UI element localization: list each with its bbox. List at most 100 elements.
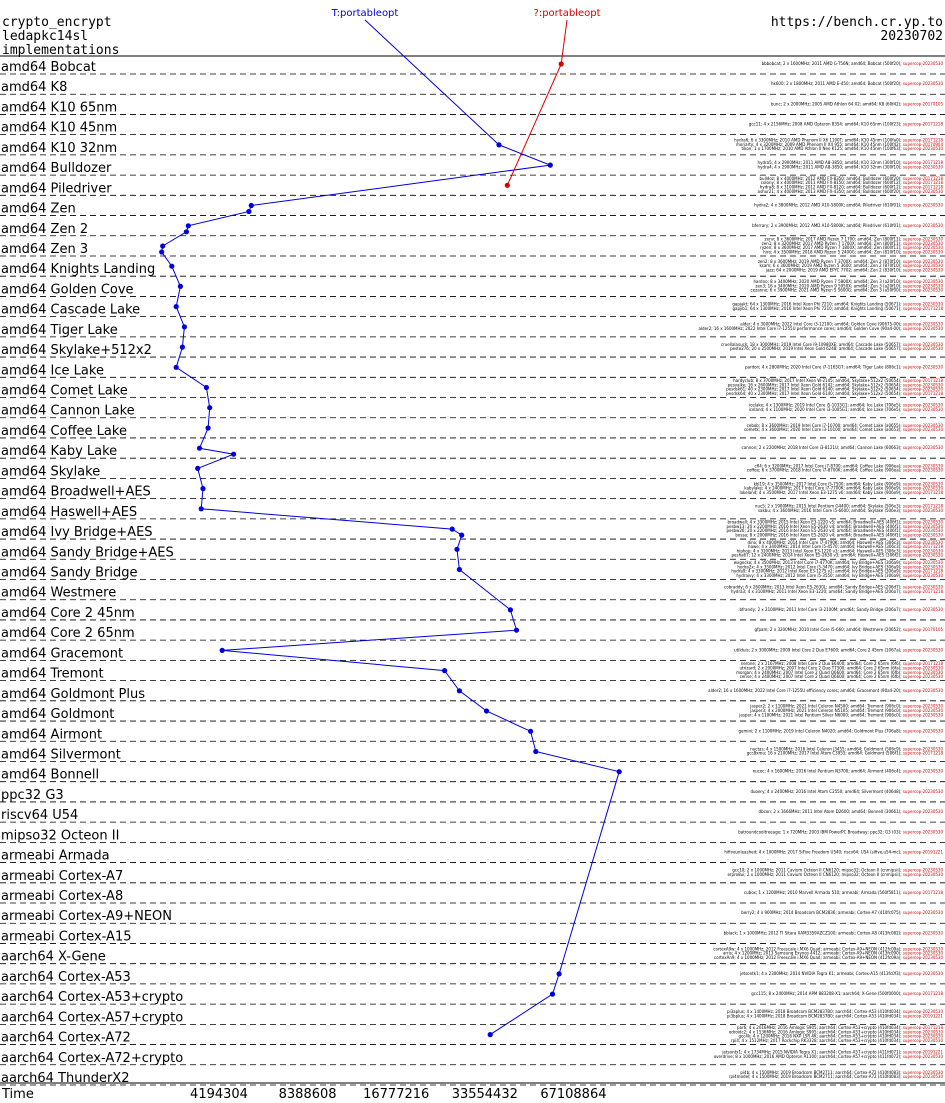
machine-note: cerise; 4 x 2400MHz; 2007 Intel Core 2 Q… bbox=[740, 674, 944, 679]
row-label: amd64 Core 2 45nm bbox=[1, 606, 135, 621]
row-label: amd64 Goldmont Plus bbox=[1, 687, 145, 702]
machine-note: gcc8xmu; 16 x 2100MHz; 2017 Intel Atom C… bbox=[747, 751, 944, 756]
machine-note: pardon; 4 x 2800MHz; 2020 Intel Core i7-… bbox=[745, 364, 943, 369]
data-point bbox=[173, 364, 179, 370]
machine-note: pesbw13; 20 x 2200MHz; 2016 Intel Xeon E… bbox=[726, 524, 943, 529]
machine-note: nerone; 2 x 2167MHz; 2008 Intel Core 2 D… bbox=[741, 661, 944, 666]
machine-note: zen2; 8 x 3600MHz; 2019 AMD Ryzen 7 3700… bbox=[758, 259, 944, 264]
machine-note: pesto276; 20 x 2500MHz; 2019 Intel Xeon … bbox=[730, 346, 943, 351]
row-label: amd64 Tiger Lake bbox=[1, 323, 118, 338]
machine-note: broadwell; 4 x 3300MHz; 2015 Intel Xeon … bbox=[728, 520, 944, 525]
machine-note: bossa; 8 x 2000MHz; 2016 Intel Xeon E5-2… bbox=[735, 533, 943, 538]
machine-note: pi4b; 4 x 1500MHz; 2019 Broadcom BCM2711… bbox=[740, 1070, 943, 1075]
machine-note: overdrive; 8 x 1000MHz; 2016 AMD Opteron… bbox=[714, 1054, 944, 1059]
row-label: amd64 Ivy Bridge+AES bbox=[1, 525, 153, 540]
row-label: amd64 Golden Cove bbox=[1, 282, 134, 297]
data-point bbox=[558, 61, 564, 67]
machine-note: jazz; 64 x 2000MHz; 2019 AMD EPYC 7702; … bbox=[765, 268, 944, 273]
data-point bbox=[179, 344, 185, 350]
machine-note: hydra5; 4 x 2900MHz; 2011 AMD A8-3850; a… bbox=[758, 160, 944, 165]
machine-note: cortexA9w; 4 x 1000MHz; 2012 Freescale i… bbox=[713, 946, 943, 951]
machine-note: hydraivy; 4 x 3300MHz; 2012 Intel Core i… bbox=[736, 573, 943, 578]
machine-note: kabylake; 4 x 2400MHz; 2017 Intel Core i… bbox=[744, 486, 943, 491]
row-label: amd64 Zen bbox=[1, 202, 76, 217]
source-url: https://bench.cr.yp.to bbox=[770, 15, 943, 30]
data-point bbox=[487, 1032, 493, 1038]
machine-note: hifiveunleashed; 4 x 1000MHz; 2017 SiFiv… bbox=[724, 850, 943, 855]
row-label: amd64 K10 65nm bbox=[1, 100, 117, 115]
machine-note: utilduis; 2 x 3000MHz; 2009 Intel Core 2… bbox=[734, 647, 943, 652]
row-label: aarch64 Cortex-A53 bbox=[1, 970, 131, 985]
machine-note: icelake; 4 x 1300MHz; 2019 Intel Core i5… bbox=[749, 403, 943, 408]
algorithm-name: ledapkc14sl bbox=[2, 29, 89, 44]
machine-note: alder; 4 x 3000MHz; 2022 Intel Core i3-1… bbox=[740, 322, 943, 327]
row-label: amd64 K10 45nm bbox=[1, 121, 117, 136]
machine-note: pesdsk64; 40 x 2300MHz; 2017 Intel Xeon … bbox=[726, 391, 943, 396]
machine-note: cobraddy; 6 x 2600MHz; 2013 Intel Xeon E… bbox=[724, 585, 943, 590]
machine-note: alder2; 16 x 1600MHz; 2022 Intel Core i7… bbox=[708, 688, 943, 693]
machine-note: jetsontx1; 4 x 1734MHz; 2015 NVIDIA Tegr… bbox=[721, 1050, 943, 1055]
machine-note: hawe; 4 x 3400MHz; 2014 Intel Core i5-45… bbox=[748, 544, 943, 549]
machine-note: ryzen; 8 x 3600MHz; 2017 AMD Ryzen 7 180… bbox=[760, 245, 943, 250]
machine-note: gapjib1; 64 x 1300MHz; 2016 Intel Xeon P… bbox=[732, 306, 943, 311]
machine-note: bferrary; 2 x 3900MHz; 2012 AMD A10-5800… bbox=[752, 223, 943, 228]
row-label: aarch64 ThunderX2 bbox=[1, 1071, 129, 1086]
machine-note: hydra6; 6 x 3300MHz; 2010 AMD Phenom II … bbox=[734, 138, 943, 143]
row-label: aarch64 Cortex-A72 bbox=[1, 1031, 131, 1046]
data-point bbox=[177, 283, 183, 289]
data-point bbox=[219, 647, 225, 654]
row-label: amd64 Bulldozer bbox=[1, 161, 112, 176]
row-label: amd64 Cannon Lake bbox=[1, 404, 135, 419]
row-label: armeabi Cortex-A9+NEON bbox=[1, 909, 172, 924]
machine-note: hiphop; 4 x 3100MHz; 2013 Intel Xeon E3-… bbox=[737, 548, 944, 553]
data-point bbox=[246, 208, 252, 215]
machine-note: cubox; 1 x 1200MHz; 2010 Marvell Armada … bbox=[744, 890, 944, 895]
machine-note: hydra3; 4 x 3100MHz; 2011 Intel Xeon E3-… bbox=[731, 589, 943, 594]
row-label: amd64 Sandy Bridge bbox=[1, 566, 137, 581]
machine-note: tikon; 1 x 1700MHz; 2010 AMD Athlon II N… bbox=[742, 146, 944, 151]
machine-note: gemini; 2 x 1100MHz; 2019 Intel Celeron … bbox=[738, 728, 943, 733]
row-label: aarch64 X-Gene bbox=[1, 950, 106, 965]
machine-note: nuc5; 2 x 1900MHz; 2015 Intel Pentium G4… bbox=[755, 504, 944, 509]
machine-note: gcc4k; 4 x 1200MHz; 2016 NXP LSR 4K; aar… bbox=[738, 1034, 943, 1039]
data-point bbox=[196, 445, 203, 451]
machine-note: alder2; 16 x 1600MHz; 2022 Intel Core i7… bbox=[698, 326, 943, 331]
machine-note: moriarty; 4 x 3200MHz; 2009 AMD Phenom I… bbox=[736, 142, 943, 147]
machine-note: batroundcooltreeage; 1 x 720MHz; 2003 IB… bbox=[738, 829, 943, 834]
machine-note: gfpam; 2 x 3200MHz; 2010 Intel Core i5-6… bbox=[755, 627, 944, 632]
data-point bbox=[616, 769, 622, 775]
machine-note: nucoc; 4 x 1600MHz; 2016 Intel Pentium N… bbox=[753, 769, 944, 774]
row-label: armeabi Cortex-A7 bbox=[1, 869, 123, 884]
data-point bbox=[549, 991, 556, 997]
machine-note: hardno; 8 x 3400MHz; 2020 AMD Ryzen 7 58… bbox=[753, 279, 943, 284]
row-label: amd64 Skylake bbox=[1, 464, 100, 479]
machine-note: arris; 4 x 1200MHz; 2013 Samsung Exynos … bbox=[723, 951, 943, 956]
data-point bbox=[504, 182, 510, 188]
x-tick-label: 8388608 bbox=[279, 1087, 337, 1102]
machine-note: odroidc2; 4 x 1536MHz; 2016 Amlogic S905… bbox=[729, 1029, 944, 1034]
data-point bbox=[507, 607, 513, 613]
machine-note: erpro8ui; 2 x 1000MHz; 2011 Cavium Octeo… bbox=[727, 872, 943, 877]
implementations-label: implementations bbox=[2, 43, 120, 58]
row-label: amd64 Gracemont bbox=[1, 646, 123, 661]
machine-note: cortexAn9; 4 x 1000MHz; 2012 Freescale i… bbox=[714, 955, 943, 960]
series-legend-label: T:portableopt bbox=[331, 8, 399, 19]
data-point bbox=[533, 748, 539, 755]
x-tick-label: 16777216 bbox=[363, 1087, 429, 1102]
x-axis-label: Time bbox=[1, 1087, 34, 1102]
machine-note: wxgecko; 4 x 3500MHz; 2013 Intel Core i7… bbox=[734, 560, 944, 565]
machine-note: pesdsk61; 40 x 2300MHz; 2017 Intel Xeon … bbox=[726, 387, 943, 392]
machine-note: zen1; 8 x 3200MHz; 2017 AMD Ryzen 7 1700… bbox=[762, 241, 944, 246]
x-tick-label: 67108864 bbox=[540, 1087, 606, 1102]
machine-note: pesbw26; 20 x 2200MHz; 2016 Intel Xeon E… bbox=[726, 528, 943, 533]
machine-note: utrizard; 2 x 2000MHz; 2007 Intel Core 2… bbox=[739, 665, 943, 670]
machine-note: dino; 8 x 4000MHz; 2014 Intel Core i7-47… bbox=[747, 540, 943, 545]
row-label: amd64 Skylake+512x2 bbox=[1, 343, 152, 358]
machine-note: bfrandy; 2 x 2100MHz; 2011 Intel Core i3… bbox=[739, 607, 943, 612]
benchmark-header: crypto_encrypt ledapkc14sl implementatio… bbox=[2, 16, 119, 58]
machine-note: cometk; 4 x 3600MHz; 2020 Intel Core i3-… bbox=[744, 427, 943, 432]
machine-note: pi3aplus; 4 x 1400MHz; 2018 Broadcom BCM… bbox=[727, 1009, 944, 1014]
data-point bbox=[173, 304, 179, 310]
machine-note: gcc11; 4 x 2156MHz; 2008 AMD Opteron 835… bbox=[749, 122, 944, 127]
series-line bbox=[506, 63, 562, 186]
